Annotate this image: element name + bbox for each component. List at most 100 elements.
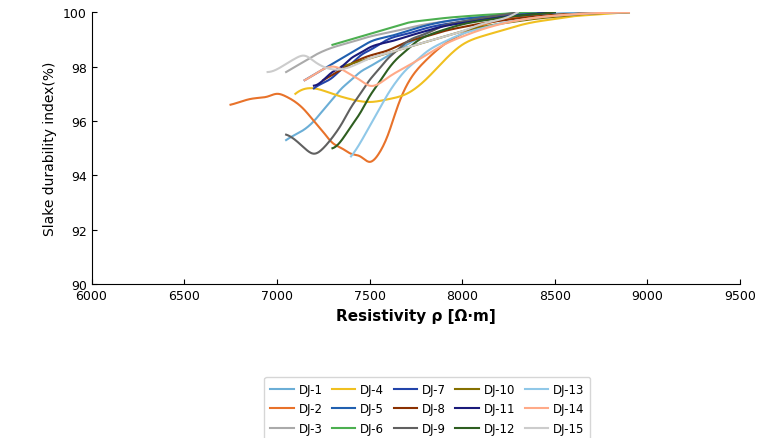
DJ-5 xyxy=(436,21,445,26)
DJ-2 xyxy=(418,62,427,67)
DJ-6 xyxy=(526,11,536,16)
DJ-12 xyxy=(328,146,337,152)
DJ-10 xyxy=(617,11,626,16)
Line: DJ-2: DJ-2 xyxy=(230,13,629,162)
DJ-2 xyxy=(553,13,562,18)
DJ-7 xyxy=(452,21,462,26)
DJ-15 xyxy=(468,25,477,31)
DJ-5 xyxy=(505,13,514,18)
Line: DJ-11: DJ-11 xyxy=(314,13,555,86)
DJ-12 xyxy=(550,11,559,16)
DJ-12 xyxy=(433,30,443,35)
DJ-8 xyxy=(617,11,626,16)
DJ-12 xyxy=(510,14,520,20)
DJ-4 xyxy=(472,36,481,42)
DJ-15 xyxy=(383,51,392,57)
Line: DJ-6: DJ-6 xyxy=(333,13,536,46)
DJ-4 xyxy=(452,47,461,53)
Line: DJ-8: DJ-8 xyxy=(324,13,629,81)
DJ-6 xyxy=(438,17,447,22)
DJ-7 xyxy=(550,11,559,16)
DJ-13 xyxy=(478,26,488,32)
DJ-9 xyxy=(508,11,517,17)
DJ-6 xyxy=(425,18,434,24)
DJ-13 xyxy=(346,155,356,160)
DJ-3 xyxy=(513,11,523,16)
DJ-12 xyxy=(545,11,554,17)
DJ-3 xyxy=(282,70,291,75)
DJ-9 xyxy=(394,48,403,53)
DJ-5 xyxy=(420,24,430,29)
DJ-3 xyxy=(407,26,416,31)
DJ-1 xyxy=(485,16,494,21)
Line: DJ-15: DJ-15 xyxy=(268,13,518,73)
DJ-3 xyxy=(391,29,401,35)
DJ-2 xyxy=(616,11,625,16)
DJ-10 xyxy=(474,26,483,31)
DJ-8 xyxy=(319,78,328,84)
DJ-1 xyxy=(444,23,453,28)
DJ-1 xyxy=(562,11,571,17)
DJ-14 xyxy=(455,36,464,41)
DJ-9 xyxy=(310,152,319,157)
DJ-15 xyxy=(398,47,407,52)
DJ-11 xyxy=(425,28,434,33)
DJ-9 xyxy=(420,32,429,38)
DJ-11 xyxy=(452,22,462,27)
DJ-15 xyxy=(382,52,391,57)
DJ-3 xyxy=(420,23,429,28)
DJ-6 xyxy=(495,12,504,18)
DJ-4 xyxy=(617,11,626,16)
DJ-1 xyxy=(616,11,625,16)
DJ-14 xyxy=(494,23,503,28)
Line: DJ-3: DJ-3 xyxy=(286,13,518,73)
DJ-15 xyxy=(507,14,517,19)
DJ-10 xyxy=(475,25,485,31)
DJ-12 xyxy=(448,25,457,31)
DJ-7 xyxy=(425,25,434,31)
DJ-5 xyxy=(550,11,559,16)
Line: DJ-4: DJ-4 xyxy=(295,13,629,103)
Y-axis label: Slake durability index(%): Slake durability index(%) xyxy=(43,62,57,236)
DJ-4 xyxy=(624,11,633,16)
DJ-10 xyxy=(508,20,517,25)
DJ-5 xyxy=(544,11,553,16)
DJ-10 xyxy=(493,22,502,28)
DJ-13 xyxy=(618,11,627,16)
DJ-6 xyxy=(449,15,459,21)
DJ-8 xyxy=(484,21,493,26)
DJ-11 xyxy=(439,25,449,30)
DJ-2 xyxy=(464,29,473,35)
DJ-1 xyxy=(467,18,476,24)
DJ-4 xyxy=(291,92,300,97)
DJ-2 xyxy=(365,160,374,165)
DJ-9 xyxy=(407,37,417,42)
DJ-3 xyxy=(393,29,402,34)
DJ-12 xyxy=(460,22,469,27)
DJ-11 xyxy=(423,28,433,34)
DJ-4 xyxy=(490,31,499,36)
DJ-2 xyxy=(226,103,235,108)
DJ-13 xyxy=(497,21,506,27)
DJ-3 xyxy=(472,16,481,21)
DJ-15 xyxy=(513,11,523,16)
DJ-10 xyxy=(572,13,581,18)
DJ-13 xyxy=(512,19,521,24)
DJ-5 xyxy=(419,25,428,30)
DJ-10 xyxy=(337,65,346,70)
DJ-7 xyxy=(439,23,449,28)
DJ-14 xyxy=(476,28,485,33)
DJ-1 xyxy=(282,138,291,143)
DJ-8 xyxy=(501,18,510,24)
DJ-14 xyxy=(457,35,466,41)
DJ-1 xyxy=(446,22,456,28)
DJ-5 xyxy=(300,78,309,84)
DJ-4 xyxy=(450,49,459,54)
DJ-13 xyxy=(480,26,489,31)
DJ-14 xyxy=(300,78,309,84)
DJ-13 xyxy=(624,11,633,16)
DJ-14 xyxy=(566,13,575,18)
Line: DJ-9: DJ-9 xyxy=(286,13,518,154)
DJ-6 xyxy=(532,11,541,16)
Line: DJ-14: DJ-14 xyxy=(304,13,629,87)
